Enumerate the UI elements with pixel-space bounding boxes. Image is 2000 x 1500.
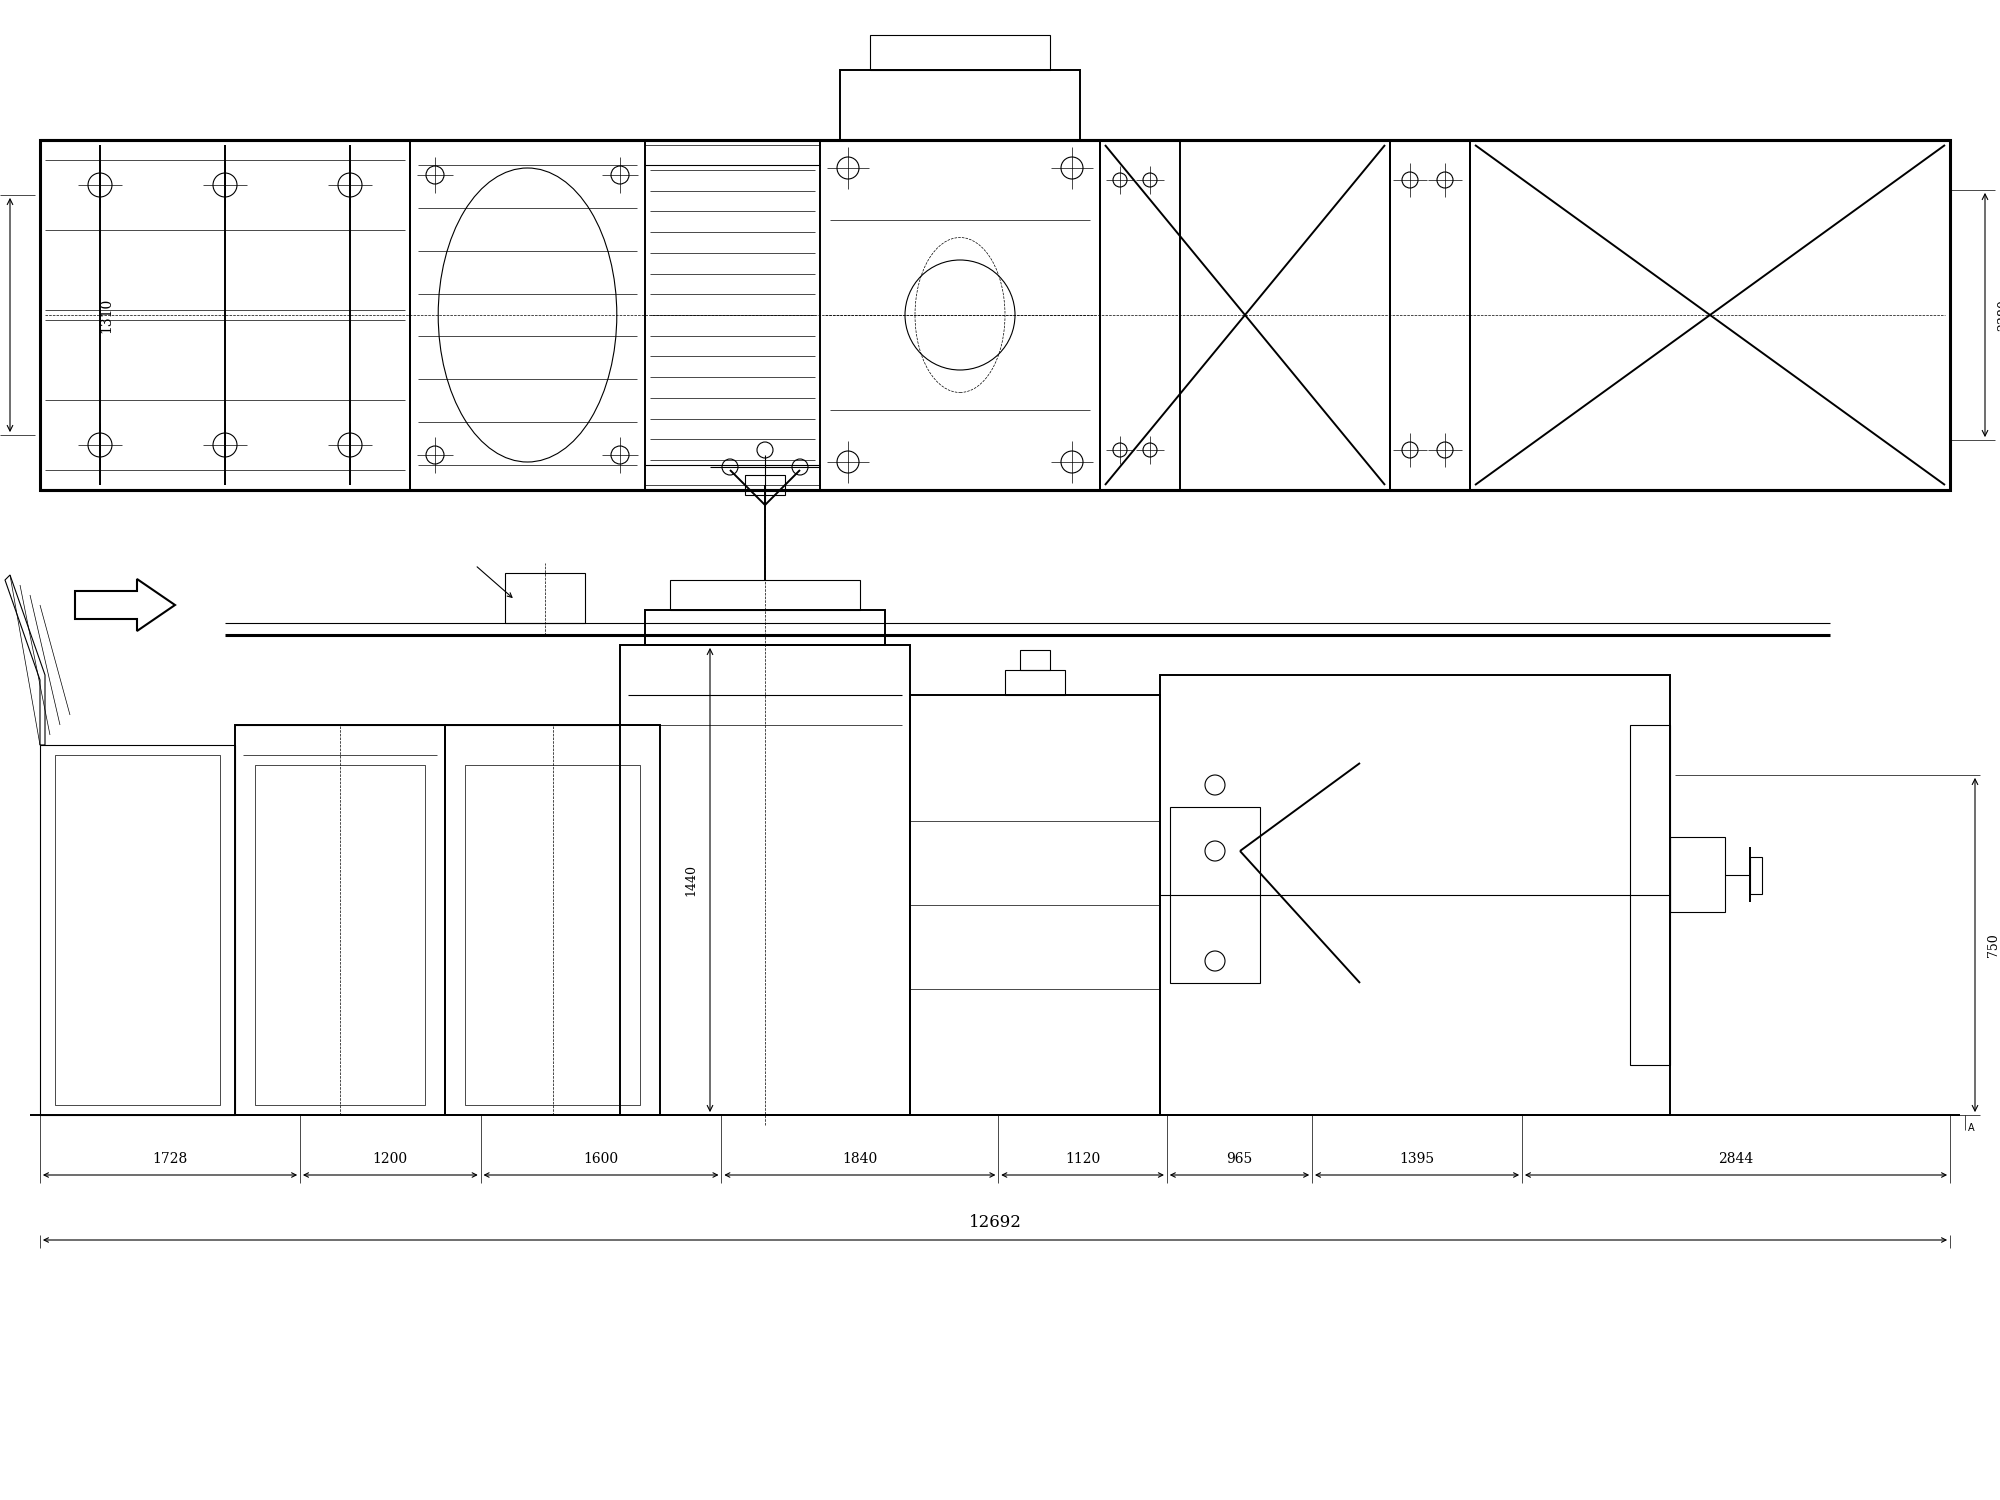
Bar [256, 765, 424, 1106]
Bar [236, 724, 444, 1114]
Bar [744, 476, 784, 495]
Bar [410, 140, 644, 490]
Text: 1200: 1200 [372, 1152, 408, 1166]
Text: 1395: 1395 [1400, 1152, 1434, 1166]
Text: 750: 750 [1988, 933, 2000, 957]
Bar [464, 765, 640, 1106]
Text: 2844: 2844 [1718, 1152, 1754, 1166]
Bar [444, 724, 660, 1114]
Text: 1310: 1310 [100, 297, 114, 333]
Bar [620, 645, 910, 1114]
Bar [504, 573, 584, 622]
Bar [1006, 670, 1064, 694]
Bar [1100, 140, 1390, 490]
Text: 1600: 1600 [584, 1152, 618, 1166]
Text: 1840: 1840 [842, 1152, 878, 1166]
Bar [1160, 675, 1670, 1114]
Bar [40, 140, 410, 490]
Bar [670, 580, 860, 610]
Bar [1170, 807, 1260, 982]
Bar [870, 34, 1050, 70]
Text: 12692: 12692 [968, 1214, 1022, 1231]
Bar [644, 610, 884, 645]
Text: 965: 965 [1226, 1152, 1252, 1166]
Bar [1750, 856, 1762, 894]
Text: 2380: 2380 [1996, 298, 2000, 332]
Text: 1440: 1440 [684, 864, 698, 895]
Bar [1390, 140, 1470, 490]
Bar [1630, 724, 1670, 1065]
Bar [1670, 837, 1724, 912]
Bar [910, 694, 1160, 1114]
Bar [40, 746, 236, 1114]
Bar [840, 70, 1080, 140]
Bar [820, 140, 1100, 490]
Bar [40, 140, 1950, 490]
Bar [56, 754, 220, 1106]
Text: A: A [1968, 1124, 1974, 1132]
Text: 1728: 1728 [152, 1152, 188, 1166]
Bar [1100, 140, 1180, 490]
Bar [1020, 650, 1050, 670]
Bar [1470, 140, 1950, 490]
Text: 1120: 1120 [1064, 1152, 1100, 1166]
